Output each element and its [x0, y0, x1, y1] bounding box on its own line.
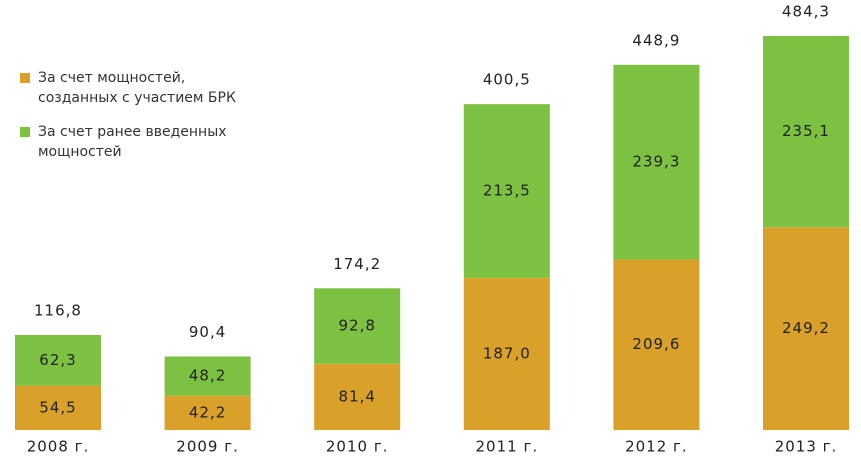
bar-segment	[613, 259, 700, 430]
total-label: 90,4	[189, 323, 226, 341]
value-label: 54,5	[39, 398, 76, 416]
x-tick-label: 2008 г.	[27, 438, 90, 456]
legend-swatch	[20, 73, 30, 83]
bar-segment	[763, 36, 849, 228]
bar-segment	[463, 104, 550, 278]
value-label: 92,8	[338, 317, 375, 335]
bar-segment	[613, 64, 700, 260]
value-label: 62,3	[39, 351, 76, 369]
bar-segment	[314, 363, 401, 430]
legend-label: За счет ранее введенных мощностей	[38, 124, 227, 160]
value-label: 235,1	[782, 122, 830, 140]
legend-swatch	[20, 127, 30, 137]
total-label: 116,8	[34, 301, 82, 319]
value-label: 81,4	[338, 387, 375, 405]
legend-item: За счет ранее введенных мощностей	[20, 122, 280, 162]
bar-segment	[15, 385, 101, 430]
x-tick-label: 2013 г.	[775, 438, 838, 456]
total-label: 448,9	[632, 31, 680, 49]
bar-segment	[314, 288, 401, 364]
x-tick-label: 2012 г.	[625, 438, 688, 456]
total-label: 174,2	[333, 255, 381, 273]
legend-item: За счет мощностей, созданных с участием …	[20, 68, 280, 108]
value-label: 48,2	[189, 367, 226, 385]
bar-segment	[164, 356, 251, 396]
value-label: 213,5	[483, 182, 531, 200]
legend-label: За счет мощностей, созданных с участием …	[38, 70, 236, 106]
total-label: 400,5	[483, 71, 531, 89]
bar-segment	[164, 395, 251, 430]
x-tick-label: 2010 г.	[326, 438, 389, 456]
bar-segment	[463, 277, 550, 430]
x-tick-label: 2009 г.	[176, 438, 239, 456]
x-tick-label: 2011 г.	[476, 438, 539, 456]
value-label: 187,0	[483, 344, 531, 362]
value-label: 249,2	[782, 319, 830, 337]
value-label: 42,2	[189, 403, 226, 421]
total-label: 484,3	[782, 3, 830, 21]
value-label: 209,6	[632, 335, 680, 353]
bar-segment	[15, 334, 101, 386]
value-label: 239,3	[632, 153, 680, 171]
bar-segment	[763, 227, 849, 430]
